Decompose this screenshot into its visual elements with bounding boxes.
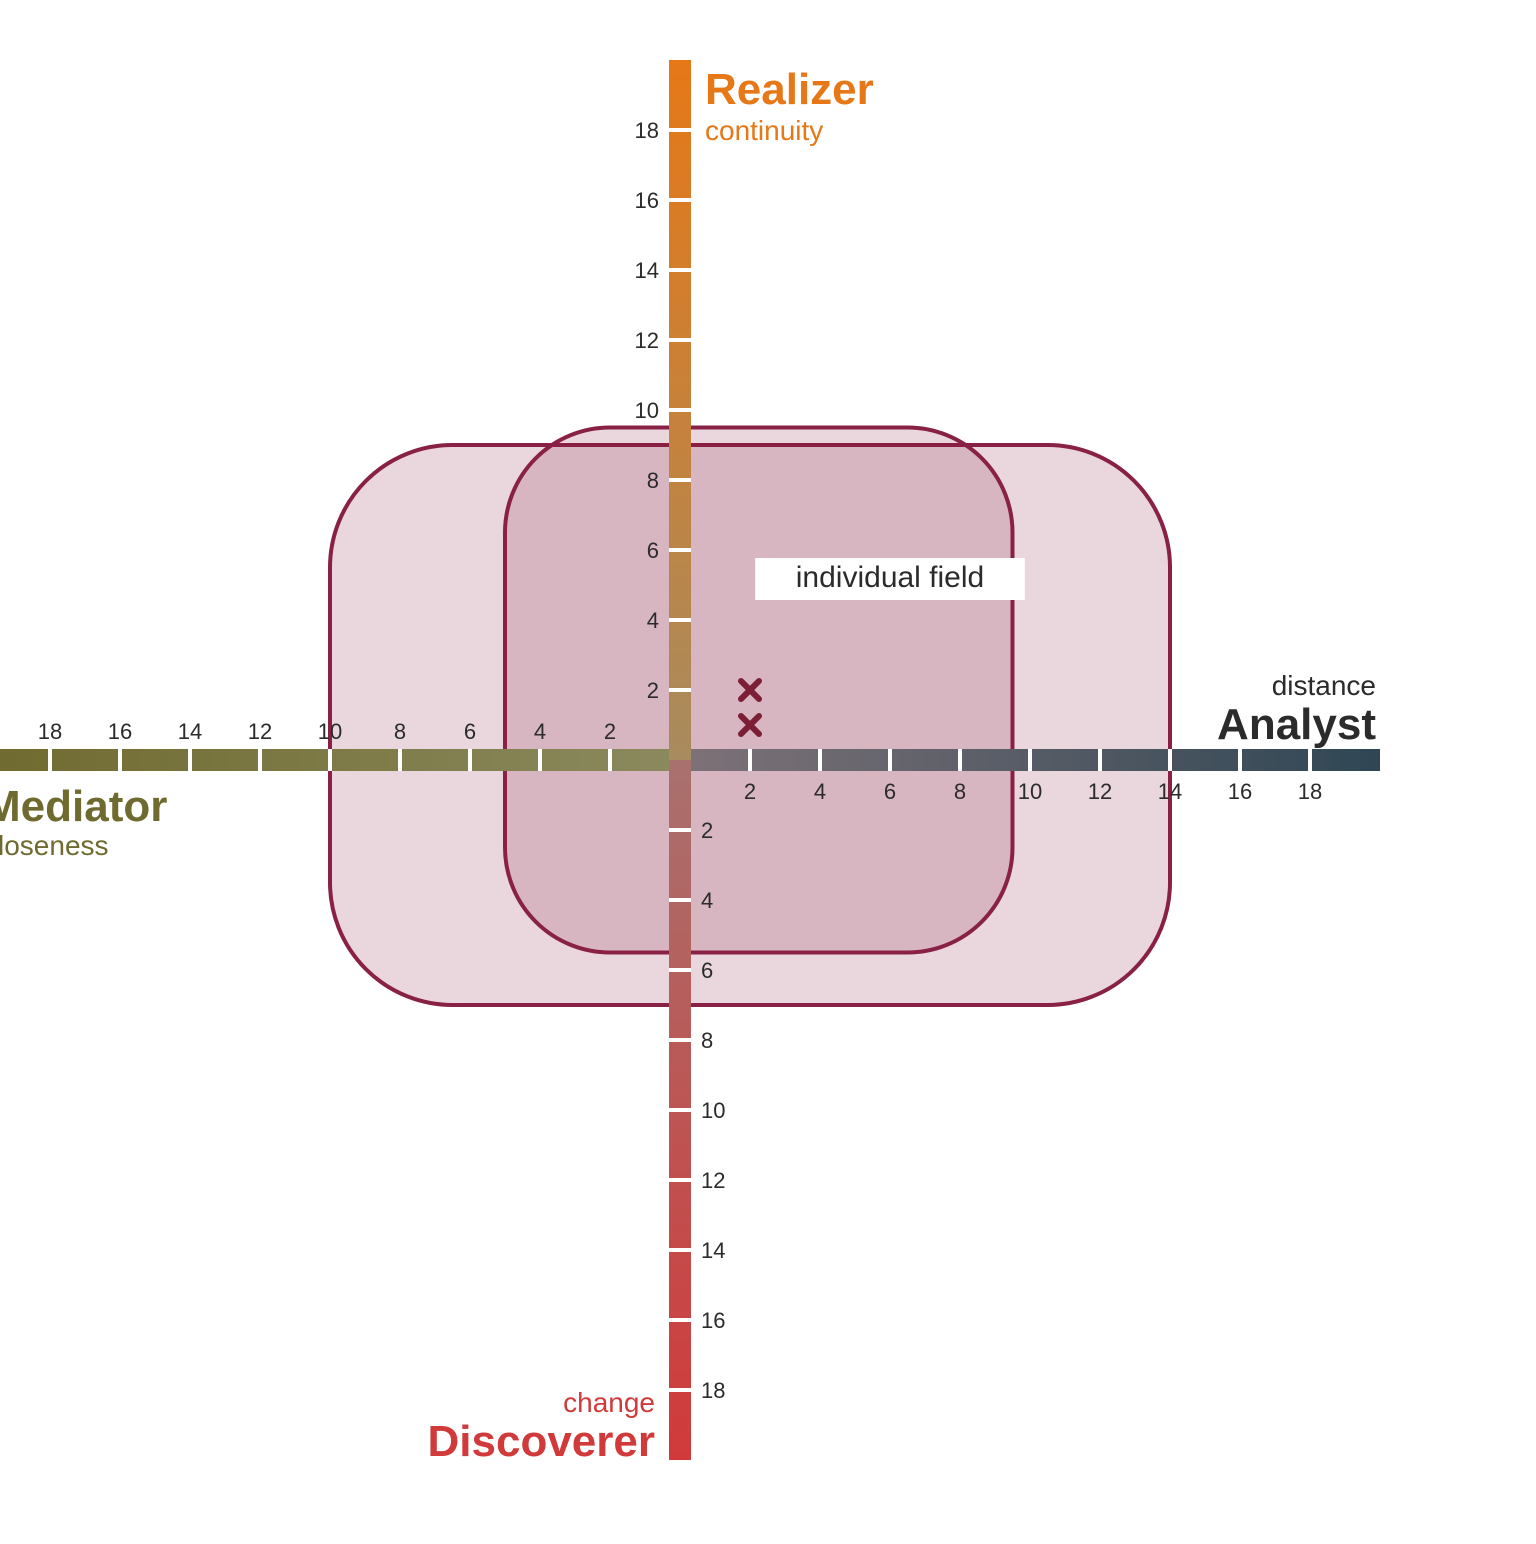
- pole-right-title: Analyst: [1217, 700, 1376, 749]
- axis-left: [0, 749, 680, 771]
- tick-y-pos-16: 16: [635, 188, 659, 213]
- tick-y-neg-6: 6: [701, 958, 713, 983]
- tick-y-pos-10: 10: [635, 398, 659, 423]
- tick-x-neg-8: 8: [394, 719, 406, 744]
- pole-bottom-sub: change: [563, 1387, 655, 1418]
- tick-y-pos-2: 2: [647, 678, 659, 703]
- tick-x-pos-10: 10: [1018, 779, 1042, 804]
- pole-bottom-title: Discoverer: [428, 1417, 655, 1466]
- tick-x-pos-16: 16: [1228, 779, 1252, 804]
- tick-x-pos-6: 6: [884, 779, 896, 804]
- quadrant-chart: 2 2 2 2 4 4 4 4 6 6 6 6 8 8 8 8 10 10 10 10 12 12 12 12 14 14 14 14…: [0, 0, 1536, 1544]
- tick-y-neg-18: 18: [701, 1378, 725, 1403]
- tick-x-pos-4: 4: [814, 779, 826, 804]
- pole-top-title: Realizer: [705, 65, 874, 114]
- tick-x-pos-8: 8: [954, 779, 966, 804]
- tick-x-neg-16: 16: [108, 719, 132, 744]
- tick-x-neg-6: 6: [464, 719, 476, 744]
- tick-y-neg-8: 8: [701, 1028, 713, 1053]
- pole-left-sub: closeness: [0, 830, 109, 861]
- tick-x-neg-12: 12: [248, 719, 272, 744]
- tick-x-neg-10: 10: [318, 719, 342, 744]
- tick-x-neg-2: 2: [604, 719, 616, 744]
- tick-y-neg-16: 16: [701, 1308, 725, 1333]
- pole-left-title: Mediator: [0, 782, 167, 831]
- tick-y-pos-12: 12: [635, 328, 659, 353]
- tick-y-pos-18: 18: [635, 118, 659, 143]
- tick-y-neg-10: 10: [701, 1098, 725, 1123]
- tick-y-pos-14: 14: [635, 258, 659, 283]
- tick-y-neg-14: 14: [701, 1238, 725, 1263]
- tick-y-pos-8: 8: [647, 468, 659, 493]
- tick-x-pos-18: 18: [1298, 779, 1322, 804]
- tick-x-pos-2: 2: [744, 779, 756, 804]
- pole-right-sub: distance: [1272, 670, 1376, 701]
- field-label: individual field: [796, 561, 984, 594]
- tick-x-neg-18: 18: [38, 719, 62, 744]
- tick-y-pos-4: 4: [647, 608, 659, 633]
- tick-x-neg-14: 14: [178, 719, 202, 744]
- tick-y-neg-12: 12: [701, 1168, 725, 1193]
- pole-top-sub: continuity: [705, 115, 823, 146]
- tick-x-pos-14: 14: [1158, 779, 1182, 804]
- tick-x-neg-4: 4: [534, 719, 546, 744]
- tick-y-neg-4: 4: [701, 888, 713, 913]
- individual-field-1: [505, 428, 1013, 953]
- tick-x-pos-12: 12: [1088, 779, 1112, 804]
- tick-y-neg-2: 2: [701, 818, 713, 843]
- tick-y-pos-6: 6: [647, 538, 659, 563]
